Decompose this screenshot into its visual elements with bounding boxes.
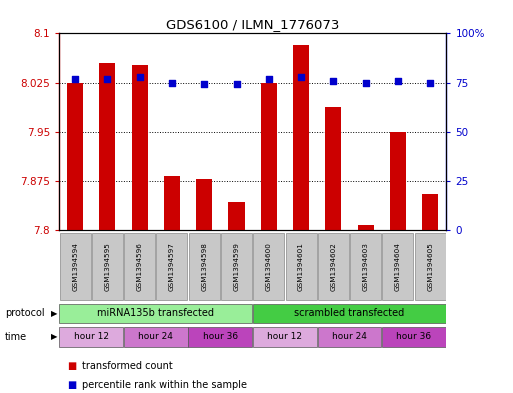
- Text: time: time: [5, 332, 27, 342]
- Bar: [188, 327, 252, 347]
- Text: ■: ■: [67, 361, 76, 371]
- Title: GDS6100 / ILMN_1776073: GDS6100 / ILMN_1776073: [166, 18, 339, 31]
- Text: scrambled transfected: scrambled transfected: [294, 308, 405, 318]
- Text: hour 24: hour 24: [332, 332, 367, 341]
- Point: [297, 73, 305, 80]
- Bar: [132, 65, 148, 230]
- Text: protocol: protocol: [5, 309, 45, 318]
- Bar: [67, 83, 83, 230]
- Text: GSM1394594: GSM1394594: [72, 242, 78, 291]
- Bar: [253, 304, 446, 323]
- Text: hour 36: hour 36: [397, 332, 431, 341]
- Bar: [100, 63, 115, 230]
- Point: [168, 79, 176, 86]
- Point: [103, 75, 111, 82]
- Bar: [124, 233, 155, 300]
- Text: ■: ■: [67, 380, 76, 390]
- Text: GSM1394601: GSM1394601: [298, 242, 304, 291]
- Text: GSM1394598: GSM1394598: [201, 242, 207, 291]
- Text: hour 24: hour 24: [139, 332, 173, 341]
- Bar: [253, 233, 284, 300]
- Point: [362, 79, 370, 86]
- Point: [200, 81, 208, 88]
- Text: GSM1394604: GSM1394604: [395, 242, 401, 291]
- Bar: [350, 233, 381, 300]
- Bar: [318, 233, 349, 300]
- Bar: [189, 233, 220, 300]
- Text: GSM1394597: GSM1394597: [169, 242, 175, 291]
- Text: GSM1394600: GSM1394600: [266, 242, 272, 291]
- Bar: [164, 176, 180, 230]
- Text: GSM1394595: GSM1394595: [105, 242, 110, 291]
- Bar: [358, 225, 373, 230]
- Point: [329, 77, 338, 84]
- Bar: [60, 304, 252, 323]
- Bar: [422, 194, 438, 230]
- Text: hour 12: hour 12: [267, 332, 303, 341]
- Bar: [286, 233, 317, 300]
- Bar: [390, 132, 406, 230]
- Bar: [228, 202, 245, 230]
- Bar: [124, 327, 188, 347]
- Bar: [156, 233, 187, 300]
- Bar: [60, 327, 123, 347]
- Point: [265, 75, 273, 82]
- Bar: [318, 327, 382, 347]
- Bar: [253, 327, 317, 347]
- Bar: [196, 179, 212, 230]
- Text: transformed count: transformed count: [82, 361, 173, 371]
- Text: percentile rank within the sample: percentile rank within the sample: [82, 380, 247, 390]
- Bar: [261, 83, 277, 230]
- Text: GSM1394605: GSM1394605: [427, 242, 433, 291]
- Text: hour 36: hour 36: [203, 332, 238, 341]
- Bar: [325, 107, 342, 230]
- Bar: [382, 327, 446, 347]
- Bar: [221, 233, 252, 300]
- Text: GSM1394603: GSM1394603: [363, 242, 369, 291]
- Bar: [60, 233, 91, 300]
- Text: ▶: ▶: [51, 332, 57, 342]
- Bar: [382, 233, 413, 300]
- Text: ▶: ▶: [51, 309, 57, 318]
- Text: GSM1394602: GSM1394602: [330, 242, 337, 291]
- Point: [394, 77, 402, 84]
- Text: miRNA135b transfected: miRNA135b transfected: [97, 308, 214, 318]
- Text: GSM1394599: GSM1394599: [233, 242, 240, 291]
- Point: [426, 79, 435, 86]
- Bar: [415, 233, 446, 300]
- Text: hour 12: hour 12: [74, 332, 109, 341]
- Text: GSM1394596: GSM1394596: [136, 242, 143, 291]
- Bar: [92, 233, 123, 300]
- Bar: [293, 45, 309, 230]
- Point: [135, 73, 144, 80]
- Point: [232, 81, 241, 88]
- Point: [71, 75, 79, 82]
